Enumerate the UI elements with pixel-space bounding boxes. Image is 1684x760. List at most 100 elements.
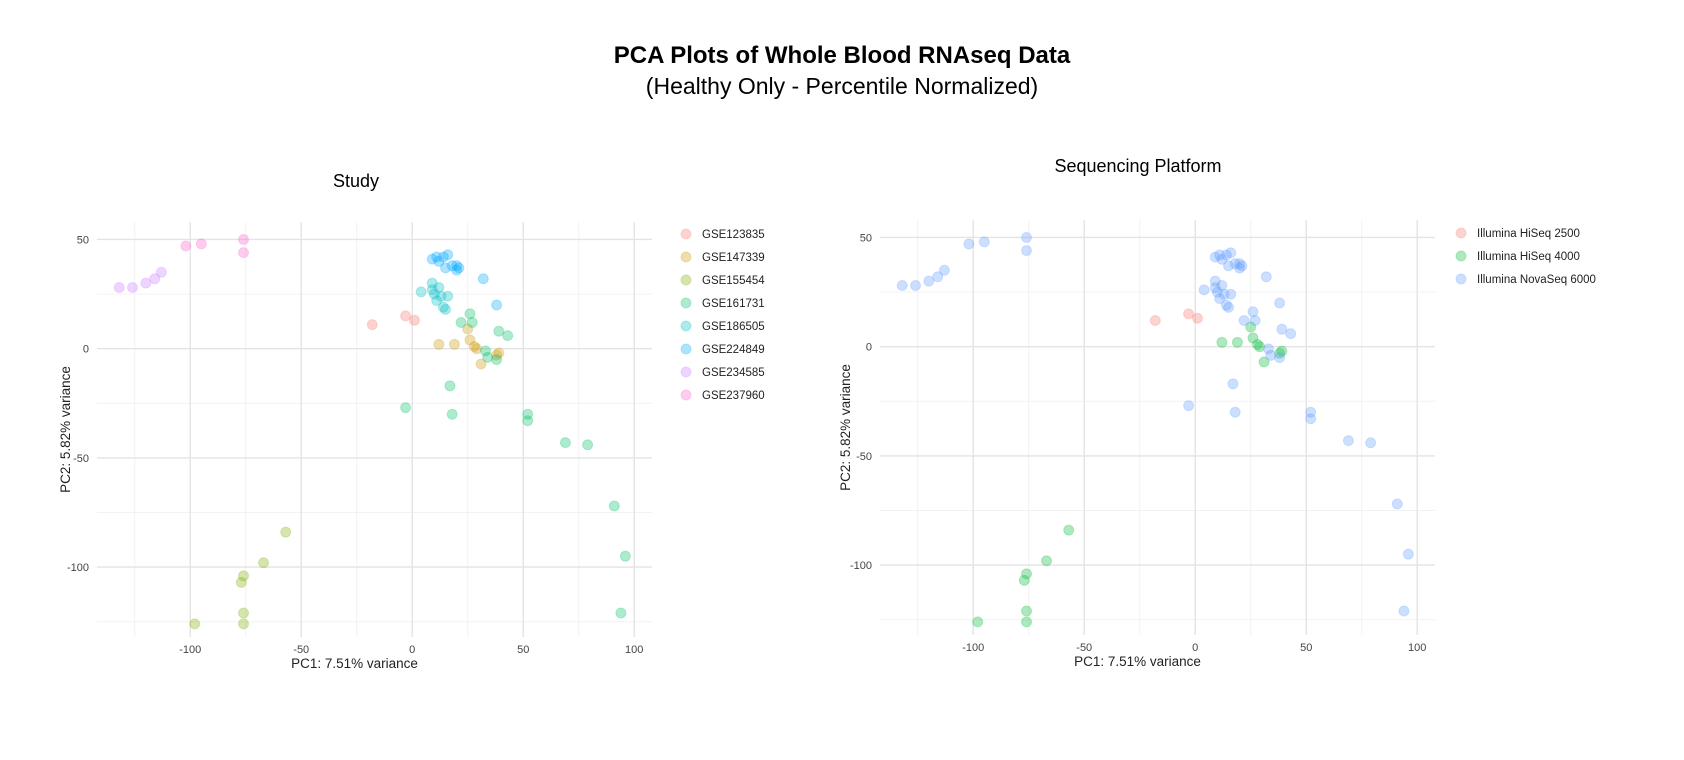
data-point bbox=[431, 295, 443, 307]
data-point bbox=[1247, 306, 1259, 318]
legend-label: GSE147339 bbox=[702, 252, 765, 264]
data-point bbox=[437, 251, 449, 263]
data-point bbox=[491, 349, 503, 361]
y-tick-label: 50 bbox=[860, 232, 872, 244]
data-point bbox=[238, 233, 250, 245]
data-point bbox=[189, 618, 201, 630]
data-point bbox=[1234, 262, 1246, 274]
data-point bbox=[113, 282, 125, 294]
data-point bbox=[1209, 275, 1221, 287]
data-point bbox=[1402, 548, 1414, 560]
data-point bbox=[238, 618, 250, 630]
data-point bbox=[608, 500, 620, 512]
data-point bbox=[1238, 314, 1250, 326]
data-point bbox=[1063, 524, 1075, 536]
data-point bbox=[400, 402, 412, 414]
data-point bbox=[1258, 356, 1270, 368]
data-point bbox=[258, 557, 269, 569]
data-point bbox=[180, 240, 192, 252]
y-tick-label: 0 bbox=[866, 342, 872, 354]
data-point bbox=[1342, 435, 1354, 447]
data-point bbox=[978, 236, 990, 248]
x-tick-label: 50 bbox=[1300, 642, 1312, 654]
data-point bbox=[1216, 280, 1228, 292]
data-point bbox=[1263, 343, 1274, 355]
legend-key bbox=[680, 297, 692, 309]
data-point bbox=[127, 282, 139, 294]
data-point bbox=[426, 253, 438, 265]
legend-label: GSE123835 bbox=[702, 229, 765, 241]
legend-key bbox=[680, 251, 692, 263]
data-point bbox=[1225, 247, 1237, 259]
data-point bbox=[446, 260, 458, 272]
data-point bbox=[444, 380, 456, 392]
data-point bbox=[1211, 286, 1223, 298]
data-point bbox=[1276, 323, 1288, 335]
legend-key bbox=[1455, 250, 1467, 262]
legend-label: GSE155454 bbox=[702, 275, 765, 287]
legend-key bbox=[680, 389, 692, 401]
data-point bbox=[1245, 321, 1257, 333]
data-point bbox=[482, 351, 494, 363]
data-point bbox=[1220, 249, 1232, 261]
data-point bbox=[1265, 349, 1277, 361]
data-point bbox=[493, 347, 505, 359]
data-point bbox=[433, 338, 445, 350]
x-tick-label: -50 bbox=[1076, 642, 1092, 654]
data-point bbox=[972, 616, 984, 628]
data-point bbox=[440, 303, 452, 315]
data-point bbox=[400, 310, 412, 322]
legend-label: Illumina HiSeq 4000 bbox=[1477, 251, 1580, 263]
legend-label: GSE161731 bbox=[702, 298, 765, 310]
data-point bbox=[1220, 299, 1232, 311]
data-point bbox=[1216, 253, 1228, 265]
legend-label: GSE237960 bbox=[702, 390, 765, 402]
data-point bbox=[140, 277, 152, 289]
data-point bbox=[1223, 301, 1235, 313]
data-point bbox=[435, 290, 447, 302]
x-axis-title: PC1: 7.51% variance bbox=[1074, 654, 1201, 669]
data-point bbox=[1285, 328, 1297, 340]
data-point bbox=[491, 299, 503, 311]
data-point bbox=[1021, 616, 1033, 628]
y-tick-label: -100 bbox=[850, 560, 872, 572]
data-point bbox=[1021, 605, 1033, 617]
x-axis-title: PC1: 7.51% variance bbox=[291, 656, 418, 671]
legend-key bbox=[680, 228, 692, 240]
legend-label: Illumina NovaSeq 6000 bbox=[1477, 274, 1596, 286]
data-point bbox=[1227, 378, 1239, 390]
data-point bbox=[1274, 352, 1286, 364]
data-point bbox=[1274, 297, 1286, 309]
legend-key bbox=[680, 366, 692, 378]
data-point bbox=[453, 262, 465, 274]
data-point bbox=[1183, 308, 1195, 320]
data-point bbox=[502, 330, 514, 342]
data-point bbox=[1391, 498, 1403, 510]
data-point bbox=[448, 338, 460, 350]
data-point bbox=[491, 354, 503, 366]
data-point bbox=[440, 262, 452, 274]
data-point bbox=[431, 251, 443, 263]
data-point bbox=[280, 526, 292, 538]
data-point bbox=[464, 308, 476, 320]
data-point bbox=[1229, 258, 1241, 270]
x-tick-label: -50 bbox=[293, 644, 309, 656]
data-point bbox=[426, 277, 438, 289]
data-point bbox=[1018, 574, 1030, 586]
data-point bbox=[938, 264, 950, 276]
data-point bbox=[455, 316, 467, 328]
data-point bbox=[1149, 314, 1161, 326]
legend-label: Illumina HiSeq 2500 bbox=[1477, 228, 1580, 240]
data-point bbox=[462, 323, 474, 335]
data-point bbox=[468, 341, 480, 352]
data-point bbox=[1398, 605, 1410, 617]
data-point bbox=[1231, 336, 1243, 348]
legend-key bbox=[680, 274, 692, 286]
data-point bbox=[1191, 312, 1203, 324]
data-point bbox=[1274, 347, 1286, 359]
legend-key bbox=[680, 343, 692, 355]
data-point bbox=[1260, 271, 1272, 283]
data-point bbox=[471, 343, 483, 355]
x-tick-label: 50 bbox=[517, 644, 529, 656]
